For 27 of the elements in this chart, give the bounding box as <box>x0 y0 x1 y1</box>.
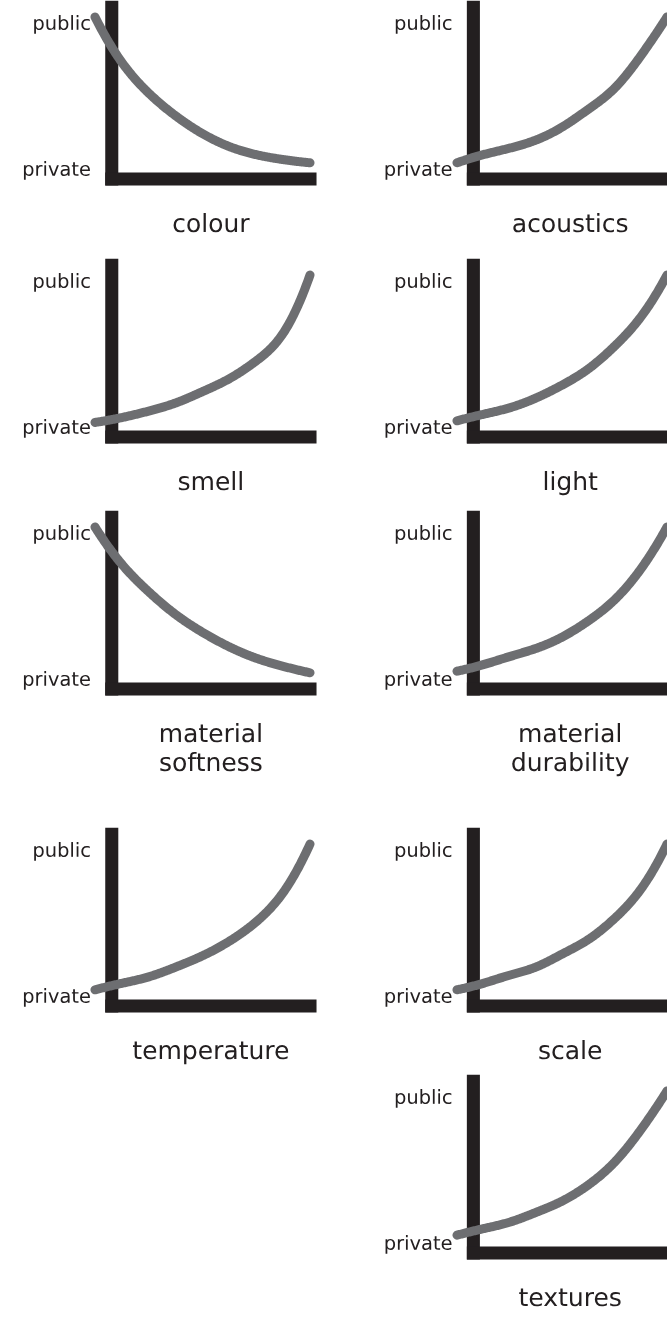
x-axis-title: light <box>544 471 598 496</box>
x-axis-title: colour <box>173 213 250 233</box>
annotation: public <box>395 15 452 34</box>
x-axis-title: material durability <box>512 723 629 777</box>
x-axis-title: temperature <box>132 1041 289 1065</box>
annotation: private <box>23 671 90 690</box>
annotation: private <box>23 988 90 1007</box>
x-axis-title: acoustics <box>513 213 628 233</box>
annotation: private <box>23 161 90 180</box>
annotation: public <box>34 273 90 292</box>
annotation: private <box>385 419 452 438</box>
x-axis-title: smell <box>178 471 242 491</box>
annotation: public <box>395 525 452 544</box>
annotation: private <box>385 161 452 180</box>
annotation: private <box>23 419 90 438</box>
annotation: private <box>385 1235 452 1254</box>
annotation: public <box>34 525 90 544</box>
annotation: public <box>395 1089 452 1108</box>
x-axis-title: textures <box>519 1288 621 1307</box>
x-axis-title: scale <box>539 1040 602 1060</box>
annotation: public <box>395 842 452 861</box>
x-axis-title: material softness <box>160 723 262 772</box>
annotation: public <box>34 842 90 861</box>
annotation: private <box>385 988 452 1007</box>
annotation: private <box>385 671 452 690</box>
annotation: public <box>34 15 90 34</box>
annotation: public <box>395 273 452 292</box>
